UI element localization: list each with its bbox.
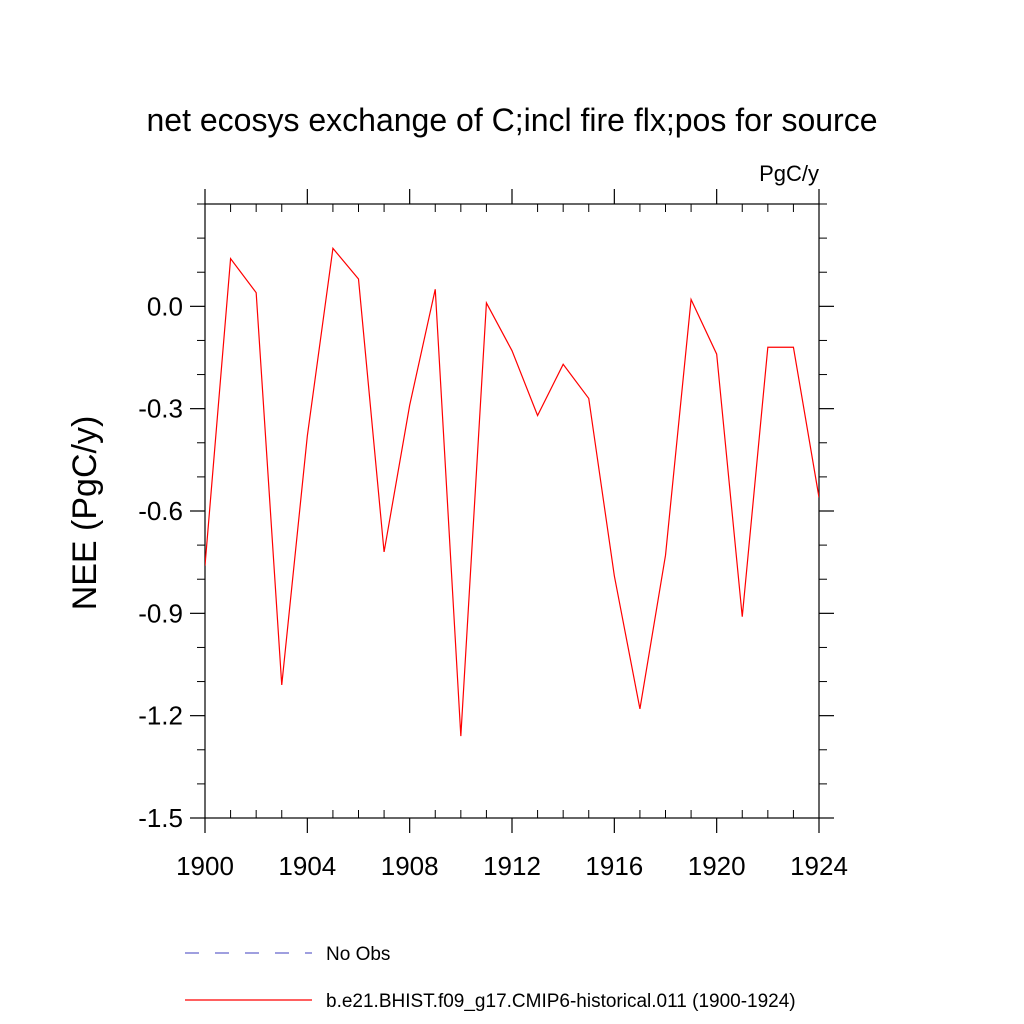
- series-layer: [205, 246, 819, 737]
- y-axis-title: NEE (PgC/y): [66, 416, 104, 611]
- x-tick-label: 1920: [688, 851, 746, 881]
- y-tick-label: -0.3: [138, 394, 183, 424]
- legend-label-0: b.e21.BHIST.f09_g17.CMIP6-historical.011…: [326, 991, 796, 1012]
- legend: No Obs b.e21.BHIST.f09_g17.CMIP6-historic…: [185, 944, 796, 1012]
- legend-label-1: No Obs: [326, 944, 390, 965]
- axis-ticks: [190, 189, 834, 833]
- y-tick-label: -1.5: [138, 803, 183, 833]
- units-label: PgC/y: [759, 161, 819, 186]
- plot-frame: [204, 203, 820, 819]
- y-tick-label: -1.2: [138, 701, 183, 731]
- y-tick-label: -0.6: [138, 496, 183, 526]
- x-tick-label: 1900: [176, 851, 234, 881]
- chart-title: net ecosys exchange of C;incl fire flx;p…: [146, 102, 877, 138]
- axis-tick-labels: 1900 1904 1908 1912 1916 1920 1924 -1.5 -1.2 -0.9…: [138, 291, 848, 881]
- series-line-0: [205, 246, 819, 737]
- x-tick-label: 1916: [585, 851, 643, 881]
- x-tick-label: 1908: [381, 851, 439, 881]
- x-tick-label: 1912: [483, 851, 541, 881]
- x-tick-label: 1904: [278, 851, 336, 881]
- y-tick-label: 0.0: [147, 291, 183, 321]
- x-tick-label: 1924: [790, 851, 848, 881]
- y-tick-label: -0.9: [138, 598, 183, 628]
